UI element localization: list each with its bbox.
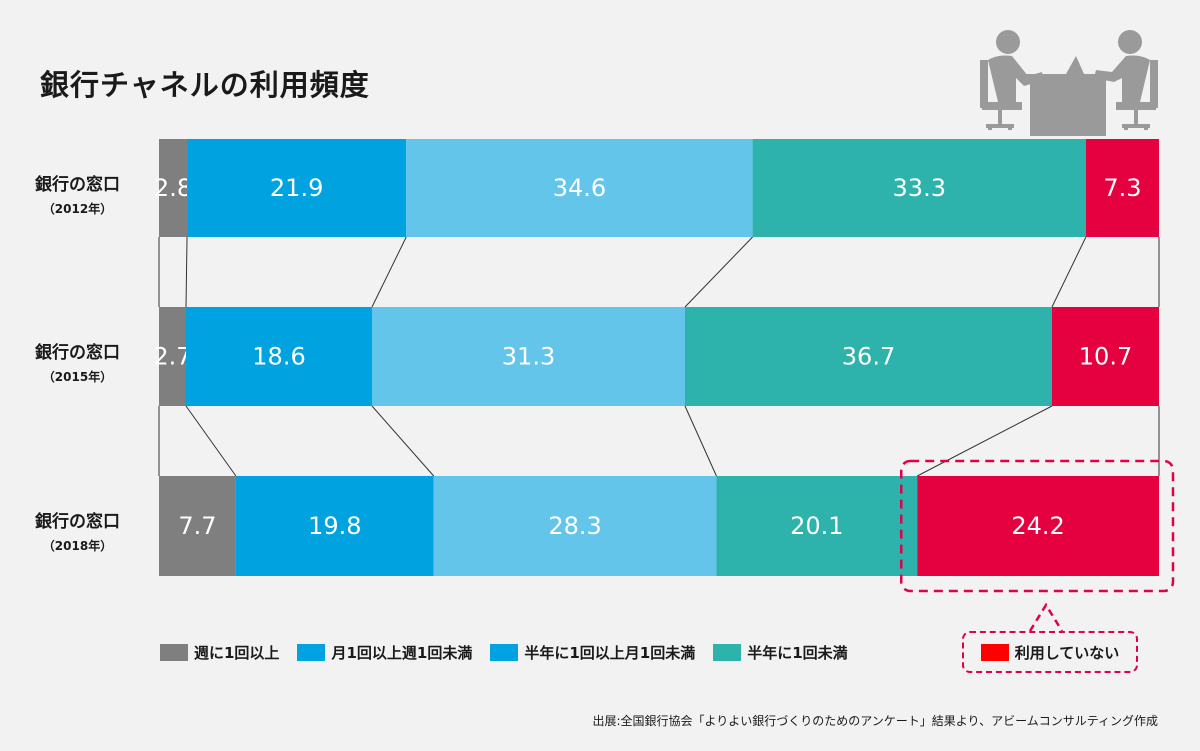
bar-value-label: 36.7 xyxy=(842,343,895,371)
bar-segment xyxy=(372,307,685,406)
bar-value-label: 19.8 xyxy=(308,512,361,540)
connector-line xyxy=(185,236,188,308)
legend-label: 半年に1回未満 xyxy=(747,644,848,662)
connector-line xyxy=(185,405,237,477)
bar-value-label: 34.6 xyxy=(553,174,606,202)
legend-label: 週に1回以上 xyxy=(194,644,280,662)
bar-value-label: 20.1 xyxy=(790,512,843,540)
row-label-name: 銀行の窓口 xyxy=(35,175,120,195)
bar-value-label: 18.6 xyxy=(252,343,305,371)
row-label-2015: 銀行の窓口 （2015年） xyxy=(0,338,155,385)
callout-pointer xyxy=(1028,602,1064,632)
legend: 週に1回以上 月1回以上週1回未満 半年に1回以上月1回未満 半年に1回未満 xyxy=(160,642,866,663)
bar-value-label: 33.3 xyxy=(893,174,946,202)
legend-label: 半年に1回以上月1回未満 xyxy=(524,644,696,662)
connector-line xyxy=(371,405,435,477)
bar-segment xyxy=(917,476,1159,576)
legend-item-not-used-inner: 利用していない xyxy=(980,642,1120,663)
bar-segment xyxy=(685,307,1052,406)
bar-value-label: 2.8 xyxy=(154,174,192,202)
row-label-name: 銀行の窓口 xyxy=(35,343,120,363)
row-label-2012: 銀行の窓口 （2012年） xyxy=(0,170,155,217)
connector-line xyxy=(1051,236,1087,308)
bar-segment xyxy=(187,139,407,237)
legend-label: 月1回以上週1回未満 xyxy=(331,644,473,662)
bar-value-label: 7.7 xyxy=(178,512,216,540)
legend-item-weekly: 週に1回以上 xyxy=(160,642,279,663)
bar-value-label: 21.9 xyxy=(270,174,323,202)
connector-line xyxy=(684,405,717,477)
row-label-2018: 銀行の窓口 （2018年） xyxy=(0,507,155,554)
legend-swatch xyxy=(980,643,1009,661)
bar-segment xyxy=(235,476,434,576)
legend-swatch xyxy=(297,644,326,661)
bar-value-label: 7.3 xyxy=(1103,174,1141,202)
bar-value-label: 10.7 xyxy=(1079,343,1132,371)
legend-label: 利用していない xyxy=(1014,643,1120,662)
chart-title: 銀行チャネルの利用頻度 xyxy=(40,68,370,102)
legend-item-half-year-once: 半年に1回未満 xyxy=(713,642,848,663)
bar-value-label: 28.3 xyxy=(548,512,601,540)
bar-segment xyxy=(716,476,918,576)
legend-item-not-used: 利用していない xyxy=(962,631,1138,673)
legend-item-half-year-plus: 半年に1回以上月1回未満 xyxy=(490,642,695,663)
bar-segment xyxy=(433,476,717,576)
connector-line xyxy=(684,236,753,308)
bar-segment xyxy=(406,139,753,237)
row-label-year: （2018年） xyxy=(42,539,113,553)
legend-item-monthly: 月1回以上週1回未満 xyxy=(297,642,472,663)
bar-segment xyxy=(186,307,372,406)
bar-value-label: 31.3 xyxy=(502,343,555,371)
legend-swatch xyxy=(160,644,188,661)
row-label-year: （2012年） xyxy=(42,202,113,216)
bar-segment xyxy=(752,139,1086,237)
row-label-year: （2015年） xyxy=(42,370,113,384)
bar-segment xyxy=(159,307,186,406)
highlight-box xyxy=(899,459,1175,593)
bar-segment xyxy=(1052,307,1159,406)
bar-segment xyxy=(1085,139,1159,237)
legend-swatch xyxy=(490,644,519,661)
connector-line xyxy=(917,405,1053,477)
source-note: 出展:全国銀行協会「よりよい銀行づくりのためのアンケート」結果より、アビームコン… xyxy=(592,714,1158,728)
bar-segment xyxy=(159,139,188,237)
bar-value-label: 24.2 xyxy=(1011,512,1064,540)
legend-swatch xyxy=(713,644,742,661)
bar-segment xyxy=(159,476,236,576)
connector-line xyxy=(371,236,407,308)
bar-value-label: 2.7 xyxy=(153,343,191,371)
row-label-name: 銀行の窓口 xyxy=(35,512,120,532)
meeting-icon xyxy=(980,30,1158,136)
